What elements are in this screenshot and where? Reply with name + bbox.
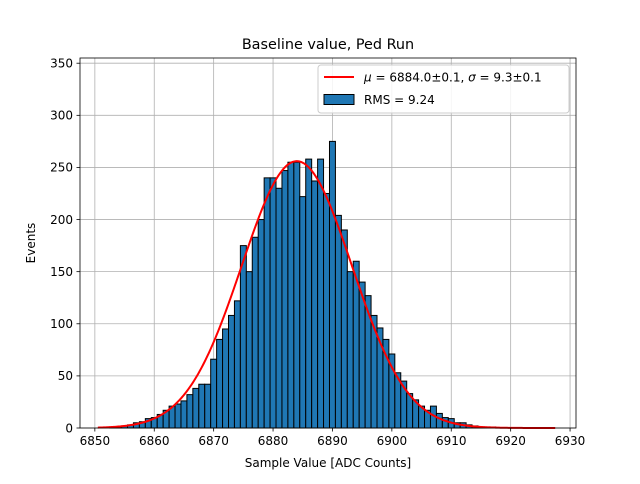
legend-histogram-swatch <box>323 94 355 105</box>
histogram-bar <box>198 383 206 429</box>
legend-mu-value: = 6884.0±0.1, <box>372 71 468 85</box>
axes-frame <box>79 57 577 429</box>
legend-rms-label: RMS = 9.24 <box>364 93 435 107</box>
y-tick-label: 0 <box>65 421 73 435</box>
histogram-bar <box>269 177 277 429</box>
y-axis-label: Events <box>24 223 38 264</box>
y-tick-label: 350 <box>50 57 73 71</box>
x-tick-label: 6870 <box>198 434 229 448</box>
histogram-bar <box>311 180 319 429</box>
gaussian-fit-curve <box>97 160 556 429</box>
legend-box <box>317 64 570 114</box>
x-tick-label: 6850 <box>80 434 111 448</box>
histogram-bar <box>192 387 200 429</box>
x-axis-label: Sample Value [ADC Counts] <box>245 456 411 470</box>
x-tick-label: 6900 <box>377 434 408 448</box>
histogram-bar <box>245 271 253 429</box>
histogram-bar <box>180 400 188 429</box>
histogram-bar <box>334 214 342 429</box>
histogram-bar <box>174 403 182 429</box>
histogram-bar <box>204 383 212 429</box>
histogram-bar <box>257 219 265 429</box>
histogram-bar <box>293 161 301 429</box>
histogram-bar <box>222 328 230 429</box>
histogram-bar <box>287 161 295 429</box>
x-tick-label: 6920 <box>495 434 526 448</box>
histogram-bar <box>263 177 271 429</box>
histogram-bars <box>109 140 497 429</box>
histogram-bar <box>305 158 313 429</box>
histogram-bar <box>228 314 235 429</box>
histogram-bar <box>435 412 443 429</box>
legend-sigma-value: = 9.3±0.1 <box>476 71 542 85</box>
chart-title: Baseline value, Ped Run <box>242 37 414 53</box>
y-tick-label: 250 <box>50 161 73 175</box>
histogram-bar <box>251 236 259 429</box>
legend: μ = 6884.0±0.1, σ = 9.3±0.1 RMS = 9.24 <box>317 64 570 114</box>
histogram-bar <box>216 338 224 429</box>
histogram-bar <box>239 245 247 429</box>
histogram-bar <box>323 192 330 429</box>
y-tick-label: 50 <box>58 369 73 383</box>
y-tick-label: 200 <box>50 213 73 227</box>
legend-sigma-symbol: σ <box>468 71 476 85</box>
y-tick-label: 150 <box>50 265 73 279</box>
gaussian-fit-layer <box>97 160 556 429</box>
histogram-bar <box>346 271 354 429</box>
y-tick-label: 100 <box>50 317 73 331</box>
histogram-bar <box>328 140 336 429</box>
histogram-bar <box>299 196 307 429</box>
histogram-bar <box>317 158 325 429</box>
x-tick-label: 6860 <box>139 434 170 448</box>
ticks-layer: 6850 6860 6870 6880 6890 6900 6910 6920 6930 0 50 1… <box>50 57 585 448</box>
legend-mu-symbol: μ <box>363 71 372 85</box>
histogram-bar <box>275 187 283 429</box>
histogram-bar <box>281 170 289 429</box>
x-tick-label: 6880 <box>258 434 289 448</box>
histogram-bar <box>340 229 348 429</box>
histogram-bar <box>210 358 218 429</box>
legend-fit-label: μ = 6884.0±0.1, σ = 9.3±0.1 <box>363 71 542 85</box>
x-tick-label: 6890 <box>317 434 348 448</box>
y-tick-label: 300 <box>50 109 73 123</box>
histogram-bar <box>186 394 194 429</box>
x-tick-label: 6910 <box>436 434 467 448</box>
histogram-bar <box>233 300 241 429</box>
x-tick-label: 6930 <box>555 434 586 448</box>
